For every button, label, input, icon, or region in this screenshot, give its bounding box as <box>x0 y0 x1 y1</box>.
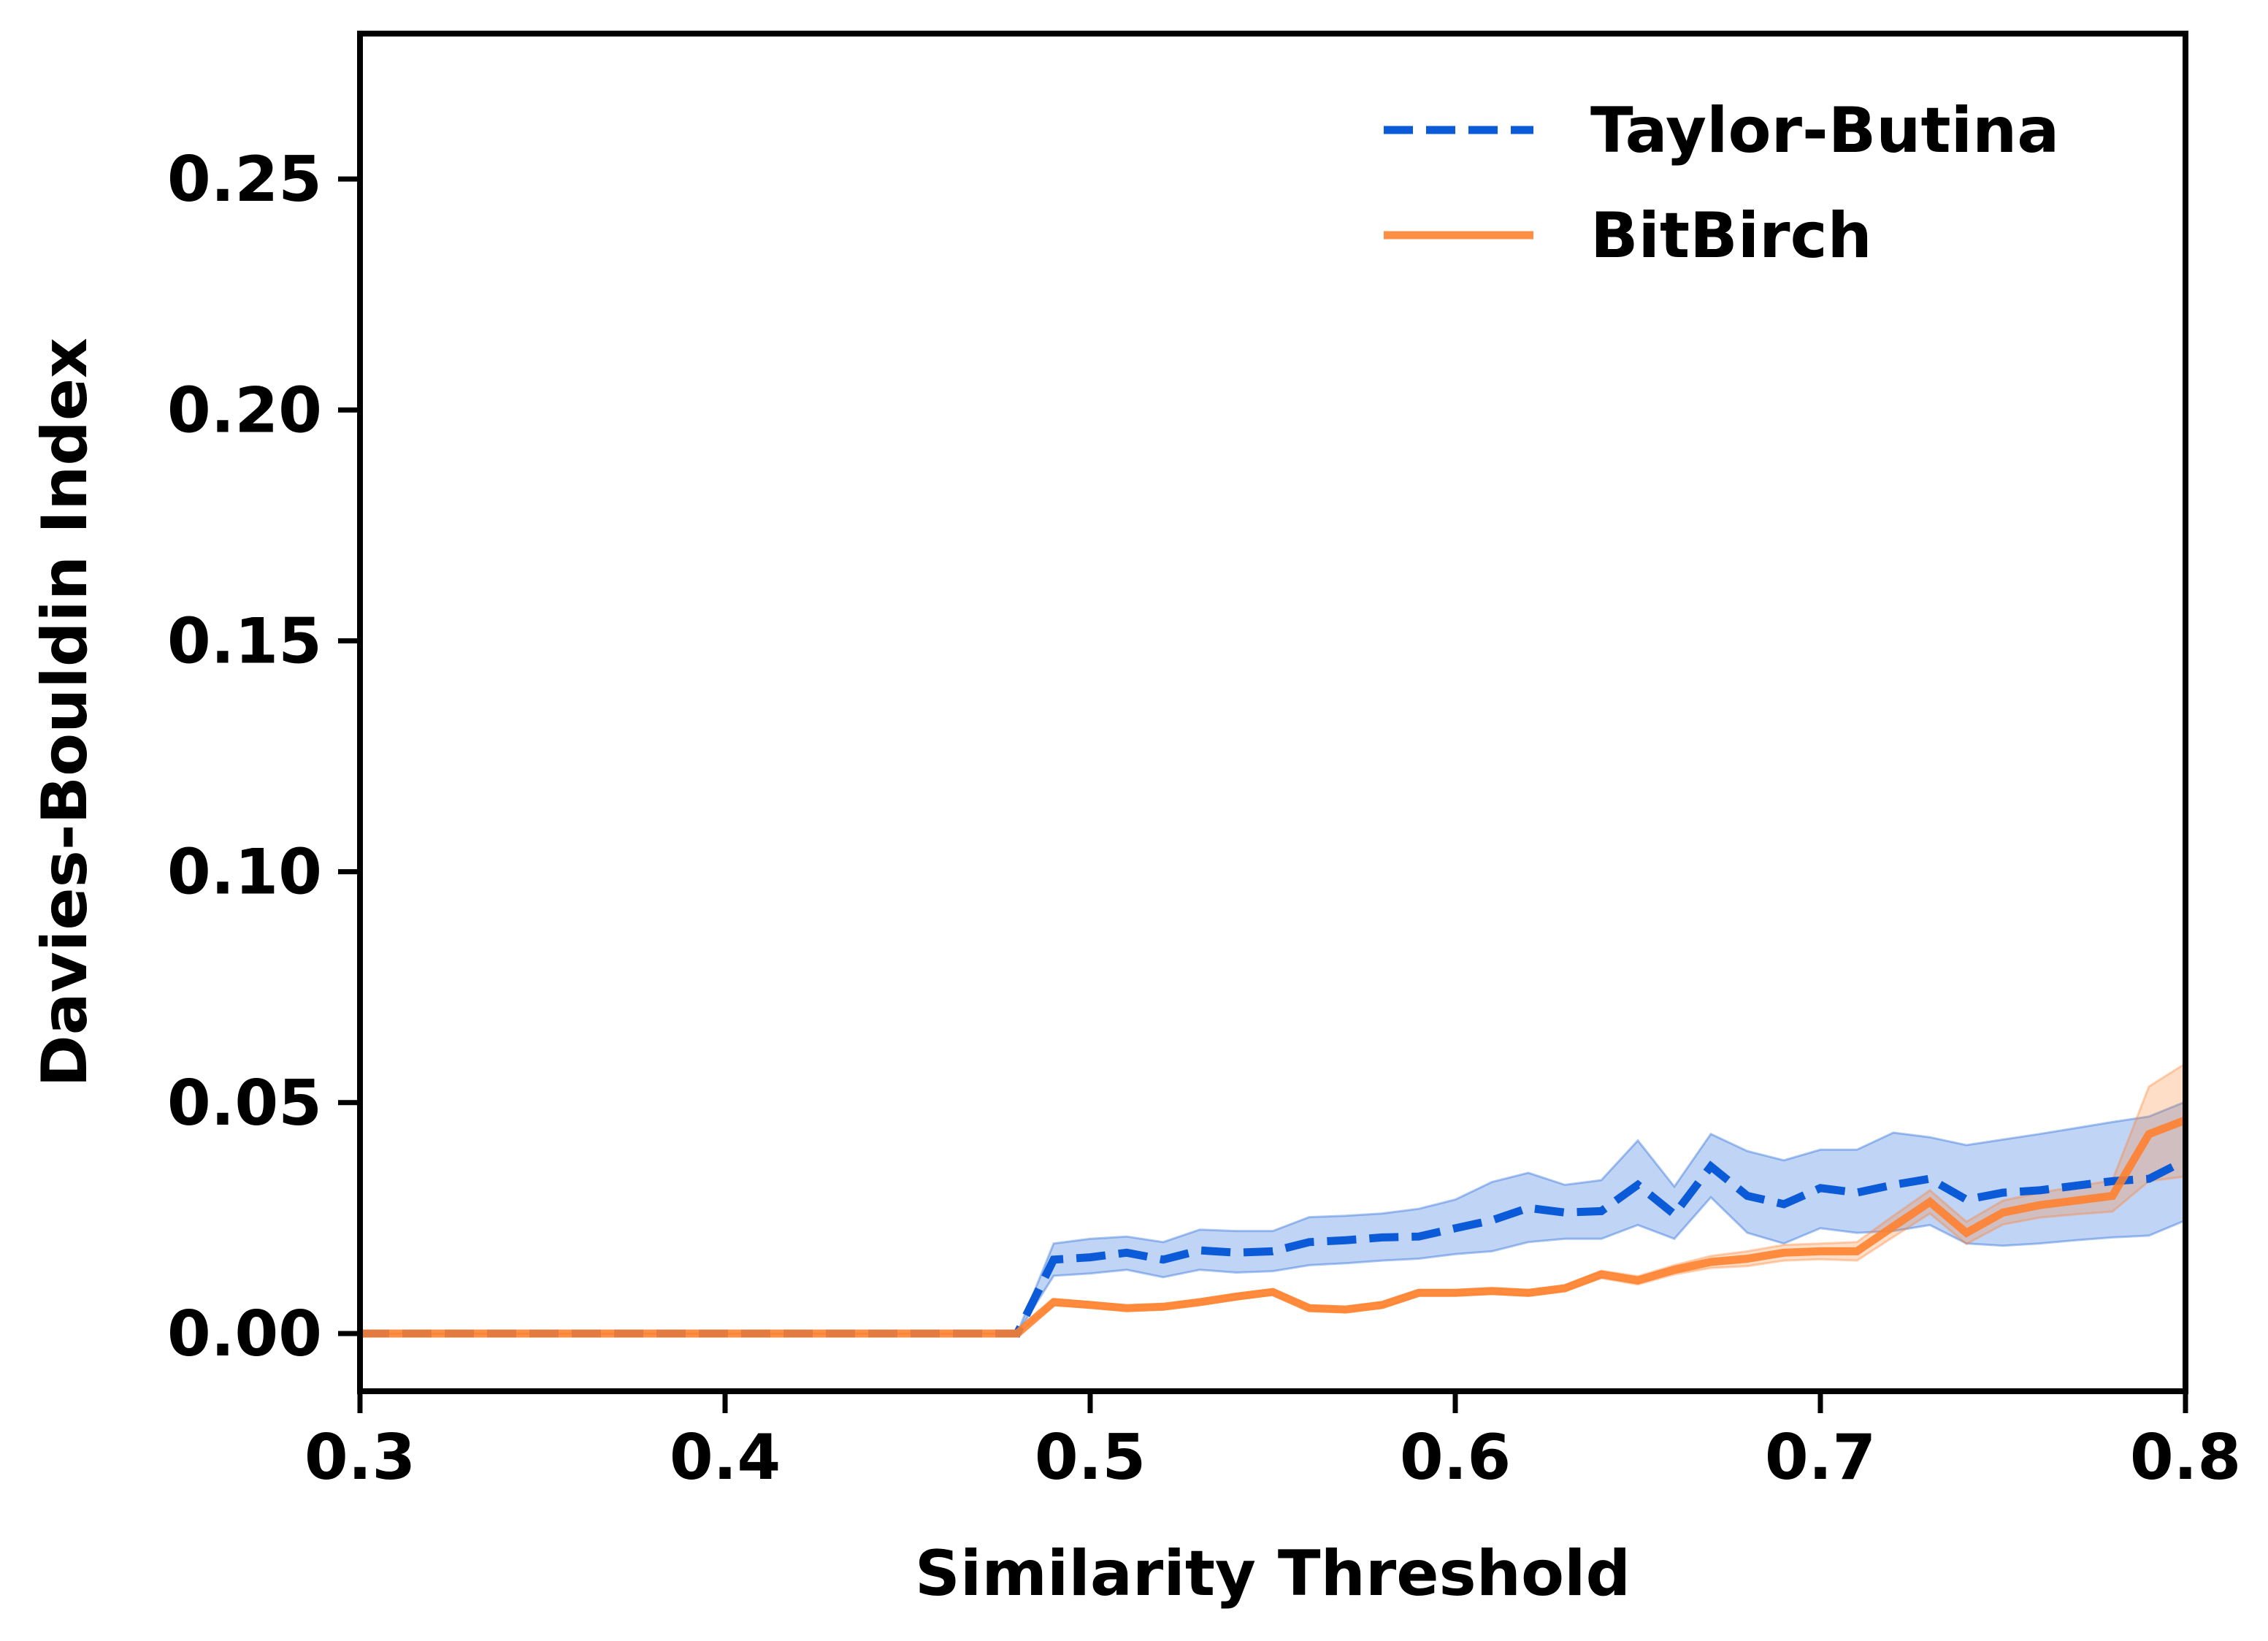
legend-label-bitbirch: BitBirch <box>1590 199 1872 272</box>
x-tick-label: 0.7 <box>1765 1421 1876 1494</box>
bitbirch-line <box>360 1116 2185 1338</box>
legend-label-taylor-butina: Taylor-Butina <box>1590 94 2059 167</box>
x-tick-label: 0.8 <box>2130 1421 2241 1494</box>
y-tick-label: 0.05 <box>167 1067 322 1140</box>
y-tick-label: 0.20 <box>167 374 322 447</box>
x-tick-label: 0.3 <box>304 1421 415 1494</box>
y-tick-label: 0.00 <box>167 1298 322 1371</box>
y-axis-label: Davies-Bouldin Index <box>28 337 101 1087</box>
x-axis-ticks: 0.3 0.4 0.5 0.6 0.7 0.8 <box>304 1391 2241 1494</box>
x-tick-label: 0.5 <box>1035 1421 1146 1494</box>
x-axis-label: Similarity Threshold <box>915 1537 1631 1610</box>
x-tick-label: 0.6 <box>1400 1421 1511 1494</box>
y-axis-ticks: 0.00 0.05 0.10 0.15 0.20 0.25 <box>167 143 360 1371</box>
plot-frame <box>357 31 2188 1394</box>
series-lines <box>360 1116 2185 1338</box>
y-tick-label: 0.15 <box>167 605 322 678</box>
y-tick-label: 0.25 <box>167 143 322 216</box>
y-tick-label: 0.10 <box>167 836 322 909</box>
x-tick-label: 0.4 <box>670 1421 781 1494</box>
legend: Taylor-Butina BitBirch <box>1384 94 2059 272</box>
